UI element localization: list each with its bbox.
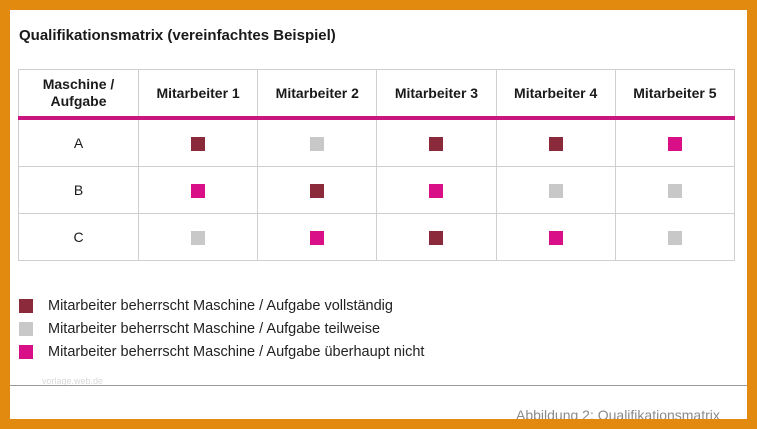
legend-item-none: Mitarbeiter beherrscht Maschine / Aufgab… [19, 340, 424, 363]
document-panel: Qualifikationsmatrix (vereinfachtes Beis… [10, 10, 747, 419]
legend-label: Mitarbeiter beherrscht Maschine / Aufgab… [48, 343, 425, 360]
matrix-row-c: C [18, 213, 736, 261]
matrix-cell [614, 213, 736, 261]
column-header-label: Mitarbeiter 3 [394, 84, 479, 101]
qualification-marker [191, 231, 206, 246]
legend-item-partial: Mitarbeiter beherrscht Maschine / Aufgab… [19, 317, 424, 340]
matrix-row-a: A [18, 117, 736, 167]
corner-header: Maschine / Aufgabe [18, 69, 139, 120]
legend-swatch [19, 321, 33, 336]
column-header: Mitarbeiter 1 [137, 69, 259, 120]
qualification-marker [310, 184, 325, 199]
qualification-marker [310, 137, 325, 152]
legend-swatch [19, 344, 33, 359]
qualification-marker [429, 184, 444, 199]
legend: Mitarbeiter beherrscht Maschine / Aufgab… [19, 294, 424, 363]
qualification-marker [310, 231, 325, 246]
legend-swatch [19, 298, 33, 313]
matrix-cell [137, 213, 259, 261]
column-header-label: Mitarbeiter 5 [633, 84, 717, 101]
corner-header-label: Maschine / Aufgabe [42, 76, 115, 109]
qualification-marker [548, 184, 563, 199]
column-header-label: Mitarbeiter 2 [275, 84, 359, 101]
matrix-cell [614, 117, 736, 167]
matrix-cell [257, 166, 378, 214]
column-header: Mitarbeiter 2 [257, 69, 378, 120]
qualification-matrix: Maschine / Aufgabe Mitarbeiter 1 Mitarbe… [18, 69, 736, 261]
column-header-label: Mitarbeiter 1 [156, 84, 240, 101]
qualification-marker [429, 137, 444, 152]
legend-label: Mitarbeiter beherrscht Maschine / Aufgab… [48, 297, 393, 314]
row-label: B [18, 166, 139, 214]
qualification-marker [548, 137, 563, 152]
matrix-cell [376, 213, 497, 261]
matrix-cell [495, 213, 616, 261]
column-header: Mitarbeiter 3 [376, 69, 497, 120]
matrix-cell [376, 117, 497, 167]
matrix-cell [257, 117, 378, 167]
matrix-cell [495, 117, 616, 167]
matrix-cell [614, 166, 736, 214]
matrix-cell [137, 166, 259, 214]
watermark: vorlage.web.de [42, 376, 104, 386]
matrix-row-b: B [18, 166, 736, 214]
figure-caption: Abbildung 2: Qualifikationsmatrix [516, 407, 720, 419]
matrix-cell [376, 166, 497, 214]
row-label: A [18, 117, 139, 167]
qualification-marker [548, 231, 563, 246]
divider [10, 385, 747, 386]
qualification-marker [667, 184, 682, 199]
column-header: Mitarbeiter 4 [495, 69, 616, 120]
matrix-cell [257, 213, 378, 261]
row-label: C [18, 213, 139, 261]
matrix-header-row: Maschine / Aufgabe Mitarbeiter 1 Mitarbe… [18, 69, 736, 120]
matrix-cell [137, 117, 259, 167]
qualification-marker [667, 137, 682, 152]
legend-item-full: Mitarbeiter beherrscht Maschine / Aufgab… [19, 294, 424, 317]
figure-title: Qualifikationsmatrix (vereinfachtes Beis… [19, 27, 336, 44]
column-header: Mitarbeiter 5 [614, 69, 736, 120]
column-header-label: Mitarbeiter 4 [514, 84, 598, 101]
qualification-marker [191, 137, 206, 152]
qualification-marker [429, 231, 444, 246]
qualification-marker [191, 184, 206, 199]
legend-label: Mitarbeiter beherrscht Maschine / Aufgab… [48, 320, 381, 337]
matrix-cell [495, 166, 616, 214]
qualification-marker [667, 231, 682, 246]
